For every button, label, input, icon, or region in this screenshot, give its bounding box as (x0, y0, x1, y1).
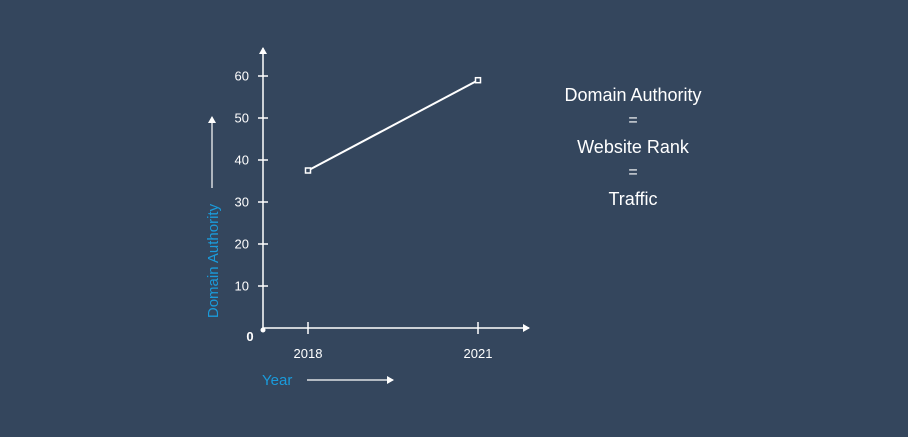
equals-sign: = (628, 164, 638, 181)
y-axis-title: Domain Authority (205, 203, 222, 318)
y-tick-label: 60 (235, 69, 249, 84)
series-layer (304, 76, 482, 174)
zero-label: 0 (246, 329, 253, 344)
y-ticks: 10 20 30 40 50 60 (235, 69, 268, 294)
x-ticks: 2018 2021 (294, 322, 493, 361)
y-tick-label: 20 (235, 237, 249, 252)
y-tick-label: 50 (235, 111, 249, 126)
equals-sign: = (628, 112, 638, 129)
x-tick-label: 2021 (464, 346, 493, 361)
equation-line-domain-authority: Domain Authority (564, 85, 702, 105)
x-tick-label: 2018 (294, 346, 323, 361)
y-tick-label: 40 (235, 153, 249, 168)
y-tick-label: 10 (235, 279, 249, 294)
series-line (307, 79, 479, 172)
origin-dot (260, 327, 266, 333)
y-tick-label: 30 (235, 195, 249, 210)
x-axis-title: Year (262, 372, 292, 389)
equation-block: Domain Authority = Website Rank = Traffi… (533, 82, 733, 212)
data-point (474, 76, 482, 84)
equation-line-website-rank: Website Rank (577, 137, 689, 157)
equation-line-traffic: Traffic (608, 189, 658, 209)
data-point (304, 167, 312, 174)
